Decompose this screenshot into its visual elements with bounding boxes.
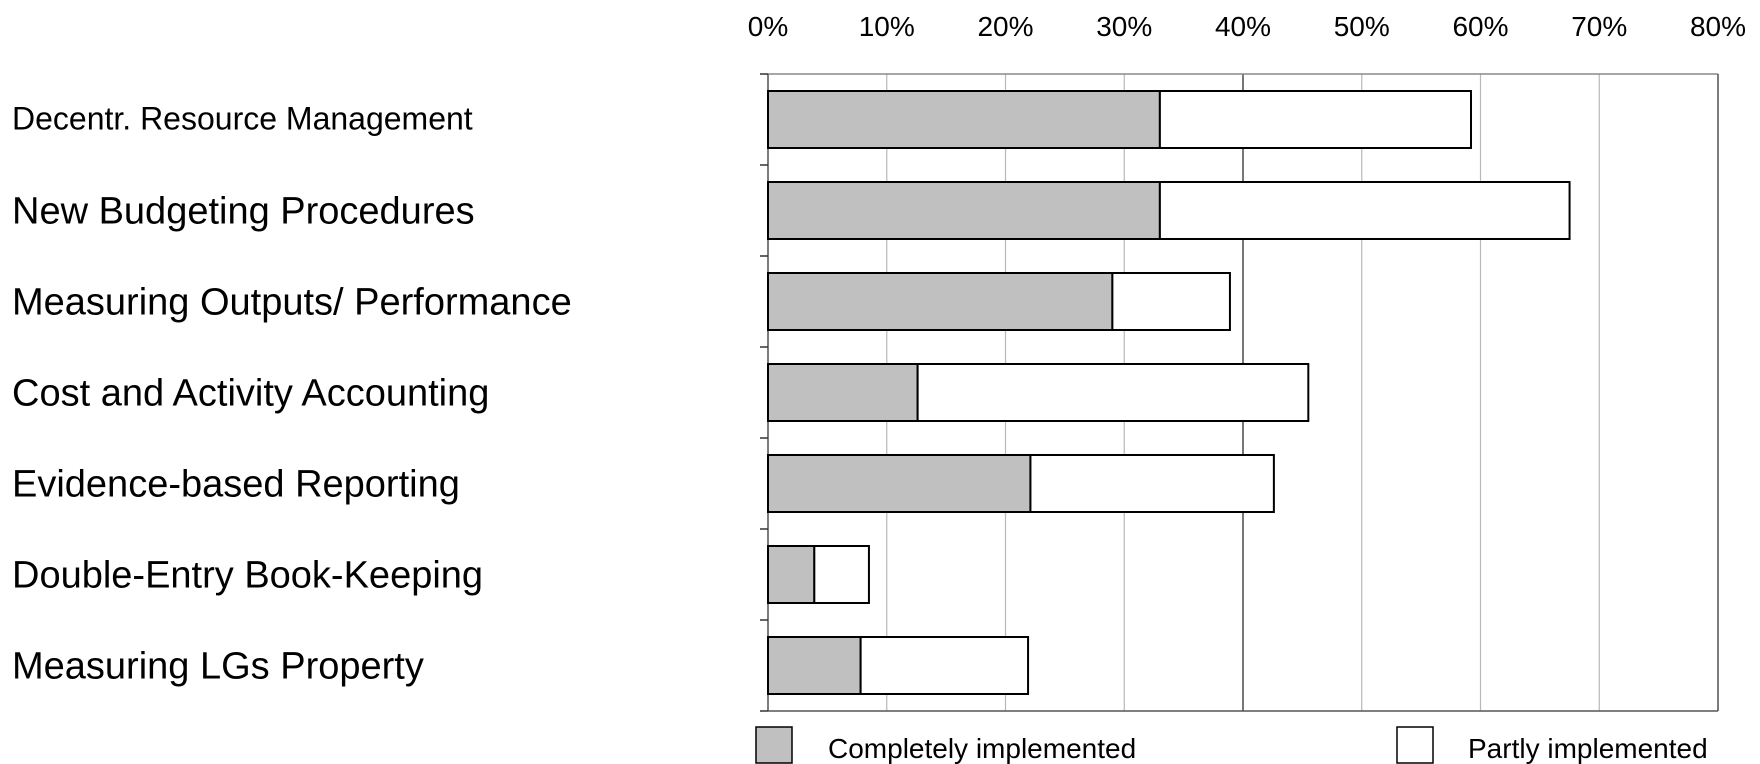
x-tick-label: 0% bbox=[748, 11, 788, 42]
legend-label: Partly implemented bbox=[1468, 733, 1708, 764]
bar-partly-implemented bbox=[1029, 454, 1275, 513]
category-label: Evidence-based Reporting bbox=[12, 464, 460, 506]
legend-label: Completely implemented bbox=[828, 733, 1136, 764]
bar-partly-implemented bbox=[916, 363, 1310, 422]
bar-completely-implemented bbox=[767, 636, 862, 695]
x-tick-label: 60% bbox=[1452, 11, 1508, 42]
bar-completely-implemented bbox=[767, 363, 919, 422]
bar-partly-implemented bbox=[1111, 272, 1231, 331]
legend-swatch bbox=[755, 726, 793, 764]
legend-swatch bbox=[1396, 726, 1434, 764]
bar-completely-implemented bbox=[767, 454, 1032, 513]
x-tick-label: 40% bbox=[1215, 11, 1271, 42]
bar-partly-implemented bbox=[859, 636, 1030, 695]
bar-partly-implemented bbox=[813, 545, 870, 604]
category-label: Measuring Outputs/ Performance bbox=[12, 282, 572, 324]
category-label: Cost and Activity Accounting bbox=[12, 373, 489, 415]
bar-partly-implemented bbox=[1158, 90, 1472, 149]
x-tick-label: 30% bbox=[1096, 11, 1152, 42]
category-label: Double-Entry Book-Keeping bbox=[12, 555, 483, 597]
x-tick-label: 20% bbox=[977, 11, 1033, 42]
x-tick-label: 10% bbox=[859, 11, 915, 42]
category-label: New Budgeting Procedures bbox=[12, 191, 475, 233]
category-label: Measuring LGs Property bbox=[12, 646, 424, 688]
bar-completely-implemented bbox=[767, 90, 1161, 149]
x-tick-label: 70% bbox=[1571, 11, 1627, 42]
x-tick-label: 80% bbox=[1690, 11, 1746, 42]
category-label: Decentr. Resource Management bbox=[12, 101, 473, 137]
x-tick-label: 50% bbox=[1334, 11, 1390, 42]
bar-completely-implemented bbox=[767, 272, 1114, 331]
bar-partly-implemented bbox=[1158, 181, 1571, 240]
bar-completely-implemented bbox=[767, 181, 1161, 240]
bar-completely-implemented bbox=[767, 545, 816, 604]
